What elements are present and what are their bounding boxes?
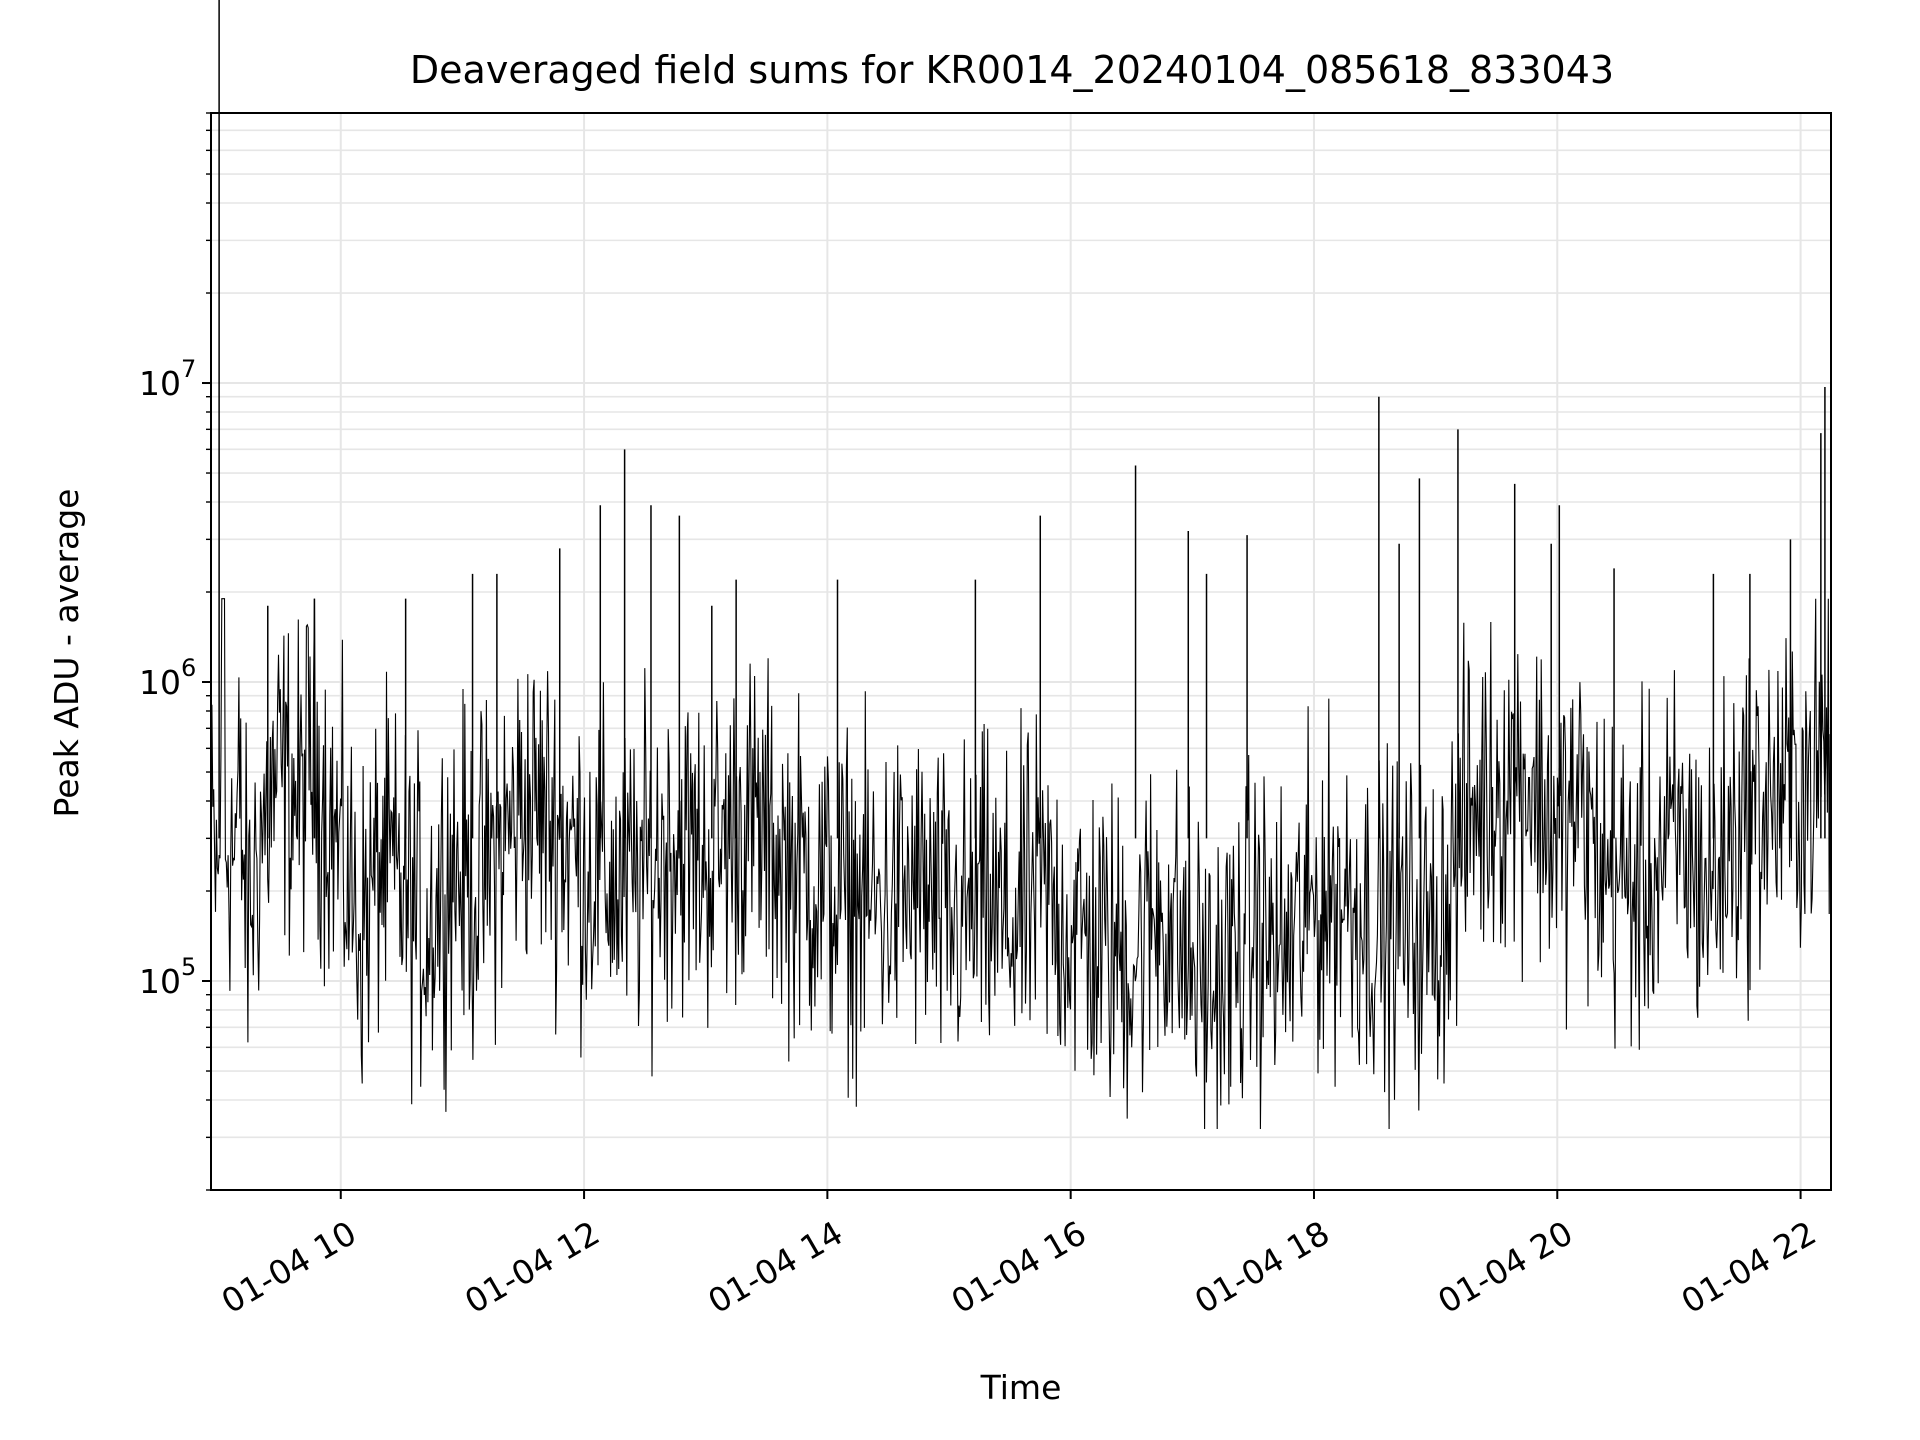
x-tick-label: 01-04 22 <box>1675 1213 1823 1321</box>
x-tick-label: 01-04 12 <box>458 1213 606 1321</box>
plot-area <box>210 0 1831 1130</box>
y-tick-label: 10 <box>139 364 181 403</box>
x-axis-label: Time <box>980 1368 1062 1407</box>
x-tick-label: 01-04 20 <box>1431 1213 1579 1321</box>
plot-frame <box>210 112 1832 1191</box>
x-tick-label: 01-04 16 <box>945 1213 1093 1321</box>
x-tick-label: 01-04 14 <box>701 1213 849 1321</box>
y-tick-exponent: 7 <box>181 355 196 383</box>
grid <box>211 112 1831 1191</box>
y-tick-label: 10 <box>139 962 181 1001</box>
x-tick-label: 01-04 10 <box>215 1213 363 1321</box>
x-tick-label: 01-04 18 <box>1188 1213 1336 1321</box>
y-tick-label: 10 <box>139 663 181 702</box>
chart-title: Deaveraged field sums for KR0014_2024010… <box>410 48 1614 92</box>
y-axis-label: Peak ADU - average <box>47 489 86 818</box>
series-line <box>210 598 1831 1130</box>
y-tick-exponent: 6 <box>181 654 196 682</box>
x-axis: 01-04 10 01-04 12 01-04 14 01-04 16 01-04 18… <box>215 1190 1823 1321</box>
y-tick-exponent: 5 <box>181 953 196 981</box>
